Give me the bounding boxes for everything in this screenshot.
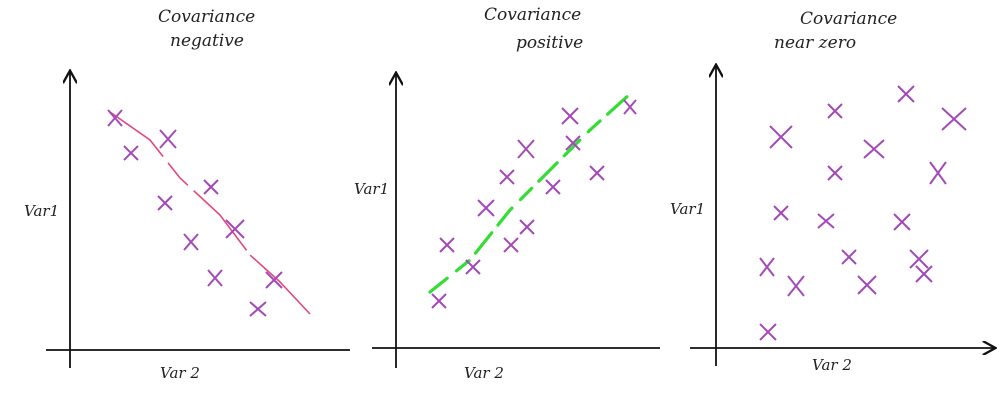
data-points [759,85,967,341]
panel-title-line1: Covariance [484,5,581,25]
data-point [827,165,843,181]
data-point [817,213,835,229]
data-point [123,145,139,161]
data-point [545,179,561,195]
x-axis-label: Var 2 [812,356,852,374]
panel-zero-covariance: Covariance near zero Var1 Var 2 [670,9,994,374]
data-point [759,257,775,277]
y-axis-label: Var1 [354,180,389,198]
data-point [589,165,605,181]
panel-title-line2: positive [516,33,583,53]
trend-line [109,111,311,315]
data-point [265,271,283,289]
data-points [107,109,283,317]
data-point [517,139,535,159]
data-point [857,275,877,295]
data-point [207,269,223,287]
data-point [561,107,579,125]
y-axis-label: Var1 [24,202,59,220]
data-point [499,169,515,185]
data-point [841,249,857,265]
x-axis-label: Var 2 [160,364,200,382]
panel-title-line1: Covariance [800,9,897,29]
data-point [863,139,885,159]
data-point [759,323,777,341]
panel-title-line1: Covariance [158,7,255,27]
panel-negative-covariance: Covariance negative Var1 Var 2 [24,7,350,382]
data-point [909,249,929,269]
data-point [225,219,245,239]
data-point [477,199,495,217]
data-point [769,125,793,149]
data-point [827,103,843,119]
data-point [773,205,789,221]
data-point [107,109,123,127]
data-point [897,85,915,103]
data-point [941,107,967,131]
data-point [431,293,447,309]
panel-title-line2: near zero [774,33,856,53]
data-point [249,301,267,317]
data-point [157,195,173,211]
data-point [623,99,637,115]
data-point [519,219,535,235]
trend-line [428,92,632,294]
data-point [465,259,481,275]
data-point [565,135,581,151]
data-point [439,237,455,253]
data-point [929,161,947,185]
data-point [893,213,911,231]
data-point [915,265,933,283]
data-point [203,179,219,195]
data-point [503,237,519,253]
panel-positive-covariance: Covariance positive Var1 Var 2 [354,5,660,382]
data-point [159,129,177,149]
y-axis-label: Var1 [670,200,705,218]
data-point [183,233,199,251]
panel-title-line2: negative [170,31,244,51]
x-axis-label: Var 2 [464,364,504,382]
data-point [787,275,805,297]
data-points [431,99,637,309]
